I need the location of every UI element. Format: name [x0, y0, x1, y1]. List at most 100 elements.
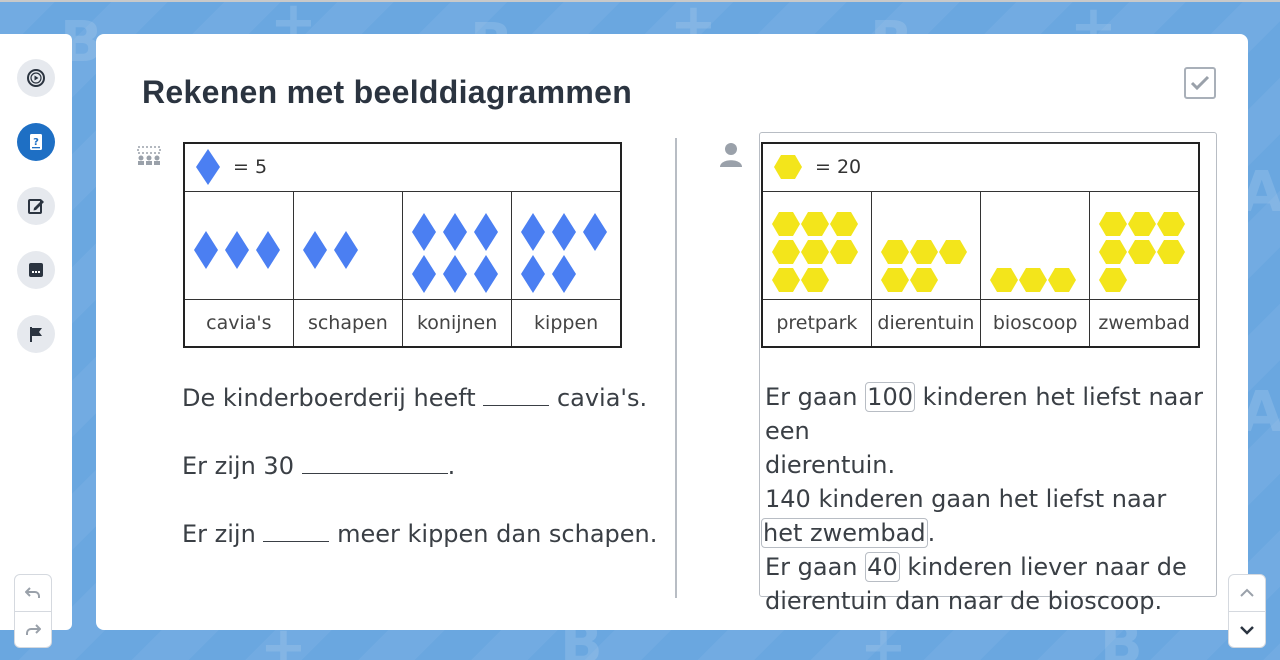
diamond-icon — [474, 213, 498, 251]
diamond-icon — [412, 213, 436, 251]
page-title: Rekenen met beelddiagrammen — [142, 74, 633, 110]
hexagon-icon — [909, 268, 938, 292]
left-category-label: schapen — [292, 298, 404, 348]
right-pictogram-cell — [1089, 190, 1200, 300]
diamond-icon — [225, 231, 249, 269]
play-circle-icon[interactable] — [17, 59, 55, 97]
question-1: De kinderboerderij heeft cavia's. — [182, 380, 647, 415]
hexagon-icon — [830, 212, 858, 236]
blue-diamond-icon — [196, 149, 220, 186]
diamond-icon — [583, 213, 608, 251]
left-icon-stack — [521, 213, 608, 293]
right-pictogram-chart: = 20 pretpark dierentuin bioscoop zwembad — [761, 142, 1200, 348]
left-pictogram-chart: = 5 cavia's schapen konijnen kippen — [183, 142, 622, 348]
panel-divider — [675, 138, 677, 598]
answer-blank-3[interactable] — [263, 516, 330, 542]
hexagon-icon — [909, 240, 938, 264]
diamond-icon — [521, 213, 546, 251]
undo-icon[interactable] — [15, 575, 51, 611]
hexagon-icon — [938, 240, 967, 264]
group-icon — [136, 145, 162, 172]
right-icon-stack — [990, 268, 1076, 292]
hexagon-icon — [1019, 268, 1047, 292]
hexagon-icon — [1099, 268, 1128, 292]
scroll-up-icon[interactable] — [1229, 575, 1265, 611]
diamond-icon — [302, 231, 327, 269]
hexagon-icon — [880, 268, 909, 292]
question-2: Er zijn 30 . — [182, 448, 455, 483]
right-category-label: pretpark — [761, 298, 872, 348]
left-icon-stack — [302, 231, 358, 269]
hexagon-icon — [772, 212, 800, 236]
undo-redo-controls — [14, 574, 52, 648]
hexagon-icon — [1048, 268, 1076, 292]
svg-text:?: ? — [33, 137, 39, 148]
hexagon-icon — [990, 268, 1018, 292]
right-category-label: bioscoop — [979, 298, 1091, 348]
answer-text: Er gaan 100 kinderen het liefst naar een… — [761, 382, 1203, 615]
question-book-icon[interactable]: ? — [17, 123, 55, 161]
hexagon-icon — [1099, 240, 1128, 264]
yellow-hexagon-icon — [774, 155, 802, 180]
left-pictogram-cell — [401, 190, 513, 300]
notes-icon[interactable] — [17, 251, 55, 289]
edit-icon[interactable] — [17, 187, 55, 225]
left-toolbar: ? — [0, 34, 72, 630]
exercise-card: Rekenen met beelddiagrammen = 5 cavia's s… — [96, 34, 1248, 630]
filled-answer-3[interactable]: 40 — [865, 552, 900, 582]
hexagon-icon — [880, 240, 909, 264]
left-legend-value: = 5 — [233, 156, 268, 179]
user-icon — [719, 142, 743, 173]
left-pictogram-cell — [511, 190, 622, 300]
hexagon-icon — [801, 240, 829, 264]
hexagon-icon — [772, 240, 800, 264]
scroll-controls — [1228, 574, 1266, 648]
hexagon-icon — [772, 268, 800, 292]
filled-answer-2[interactable]: het zwembad — [761, 518, 928, 548]
hexagon-icon — [830, 240, 858, 264]
right-pictogram-cell — [979, 190, 1091, 300]
scroll-down-icon[interactable] — [1229, 611, 1265, 647]
hexagon-icon — [801, 268, 829, 292]
right-icon-stack — [880, 240, 967, 292]
left-category-label: konijnen — [401, 298, 513, 348]
answer-frame — [759, 132, 1217, 597]
hexagon-icon — [1099, 212, 1128, 236]
hexagon-icon — [1157, 212, 1186, 236]
diamond-icon — [474, 255, 498, 293]
question-3: Er zijn meer kippen dan schapen. — [182, 516, 657, 551]
right-category-label: dierentuin — [870, 298, 982, 348]
left-pictogram-cell — [183, 190, 294, 300]
diamond-icon — [552, 213, 577, 251]
diamond-icon — [333, 231, 358, 269]
right-category-label: zwembad — [1089, 298, 1200, 348]
hexagon-icon — [1128, 212, 1157, 236]
hexagon-icon — [801, 212, 829, 236]
diamond-icon — [443, 255, 467, 293]
hexagon-icon — [1157, 240, 1186, 264]
left-category-label: kippen — [511, 298, 622, 348]
right-icon-stack — [1099, 212, 1186, 292]
answer-blank-2[interactable] — [301, 448, 448, 474]
diamond-icon — [256, 231, 280, 269]
filled-answer-1[interactable]: 100 — [865, 382, 915, 412]
diamond-icon — [443, 213, 467, 251]
diamond-icon — [521, 255, 546, 293]
diamond-icon — [412, 255, 436, 293]
right-icon-stack — [772, 212, 858, 292]
right-pictogram-cell — [870, 190, 982, 300]
left-icon-stack — [194, 231, 280, 269]
right-pictogram-cell — [761, 190, 872, 300]
check-icon[interactable] — [1184, 67, 1216, 99]
diamond-icon — [194, 231, 218, 269]
redo-icon[interactable] — [15, 611, 51, 647]
right-legend-value: = 20 — [815, 156, 862, 179]
top-border — [0, 0, 1280, 2]
left-category-label: cavia's — [183, 298, 294, 348]
flag-icon[interactable] — [17, 315, 55, 353]
left-pictogram-cell — [292, 190, 404, 300]
left-icon-stack — [412, 213, 498, 293]
answer-blank-1[interactable] — [483, 380, 550, 406]
hexagon-icon — [1128, 240, 1157, 264]
diamond-icon — [552, 255, 577, 293]
